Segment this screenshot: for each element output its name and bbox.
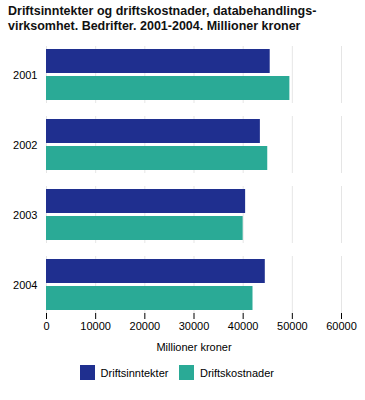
html-text:Driftskostnader: Driftskostnader [199, 366, 274, 379]
svg-text:0: 0 [43, 320, 49, 332]
svg-text:2001: 2001 [13, 69, 37, 81]
svg-text:40000: 40000 [228, 320, 259, 332]
svg-text:2004: 2004 [13, 279, 37, 291]
html-text:Driftsinntekter og driftskostn: Driftsinntekter og driftskostnader, data… [8, 4, 317, 18]
svg-text:50000: 50000 [277, 320, 308, 332]
svg-text:2003: 2003 [13, 209, 37, 221]
svg-text:2002: 2002 [13, 139, 37, 151]
svg-text:20000: 20000 [130, 320, 161, 332]
html-text:virksomhet. Bedrifter. 2001-20: virksomhet. Bedrifter. 2001-2004. Millio… [8, 19, 301, 33]
svg-text:60000: 60000 [326, 320, 357, 332]
html-text:Driftsinntekter: Driftsinntekter [100, 366, 169, 379]
svg-text:10000: 10000 [80, 320, 111, 332]
svg-text:30000: 30000 [179, 320, 210, 332]
svg-text:Millioner kroner: Millioner kroner [156, 341, 232, 353]
